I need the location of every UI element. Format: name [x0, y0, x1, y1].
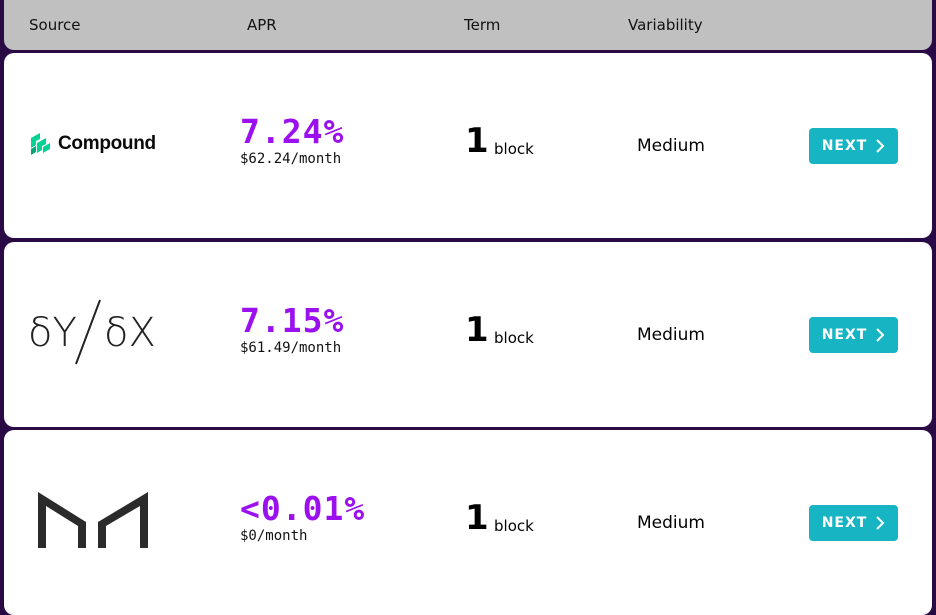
- compound-logo: Compound: [28, 130, 156, 158]
- next-button[interactable]: NEXT: [809, 128, 898, 164]
- term-number: 1: [465, 498, 489, 538]
- dydx-slash: [75, 299, 101, 365]
- maker-logo-svg: [38, 492, 148, 548]
- chevron-right-icon: [876, 328, 885, 342]
- dydx-logo-svg: δY δX: [28, 299, 156, 365]
- apr-rate: 7.15%: [240, 301, 345, 340]
- dydx-delta-y: δY: [28, 310, 77, 356]
- chevron-right-icon: [876, 139, 885, 153]
- table-row: δY δX 7.15% $61.49/month 1 block Medium …: [4, 242, 932, 427]
- header-source: Source: [29, 16, 81, 34]
- table-row: <0.01% $0/month 1 block Medium NEXT: [4, 430, 932, 615]
- monthly-amount: $0/month: [240, 528, 308, 544]
- header-apr: APR: [247, 16, 277, 34]
- compound-icon: [31, 133, 50, 155]
- chevron-right-icon: [876, 516, 885, 530]
- next-button[interactable]: NEXT: [809, 505, 898, 541]
- dydx-logo: δY δX: [28, 296, 160, 370]
- term-unit: block: [494, 140, 534, 158]
- apr-rate: 7.24%: [240, 112, 345, 151]
- header-term: Term: [464, 16, 501, 34]
- next-button-label: NEXT: [821, 327, 868, 343]
- next-button[interactable]: NEXT: [809, 317, 898, 353]
- variability-value: Medium: [637, 325, 705, 345]
- monthly-amount: $61.49/month: [240, 340, 342, 356]
- header-variability: Variability: [628, 16, 703, 34]
- variability-value: Medium: [637, 513, 705, 533]
- variability-value: Medium: [637, 136, 705, 156]
- next-button-label: NEXT: [821, 138, 868, 154]
- term-unit: block: [494, 517, 534, 535]
- term-number: 1: [465, 310, 489, 350]
- apr-rate: <0.01%: [240, 489, 366, 528]
- dydx-delta-x: δX: [104, 310, 156, 356]
- table-row: Compound 7.24% $62.24/month 1 block Medi…: [4, 53, 932, 238]
- compound-wordmark: Compound: [58, 133, 156, 154]
- maker-logo: [36, 488, 152, 554]
- monthly-amount: $62.24/month: [240, 151, 342, 167]
- term-number: 1: [465, 121, 489, 161]
- next-button-label: NEXT: [821, 515, 868, 531]
- table-header: Source APR Term Variability: [4, 0, 932, 50]
- term-unit: block: [494, 329, 534, 347]
